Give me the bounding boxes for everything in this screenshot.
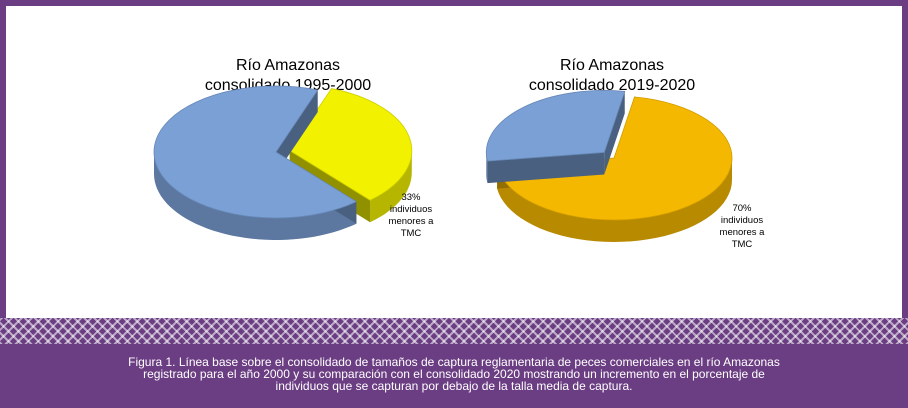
caption-area [0,344,908,408]
pie-slice-face [604,91,625,175]
pie-slice-top [289,88,413,201]
pie-slice-face [487,152,605,184]
data-label-1995: 33% individuos menores a TMC [388,192,434,239]
pie-charts [153,85,733,242]
pie-slice-side [370,150,412,223]
pie-slice-top [485,90,626,162]
pie-slice-side [497,158,732,242]
pie-slice-side [154,152,357,240]
pie-slice-face [276,89,318,174]
figure-caption: Figura 1. Línea base sobre el consolidad… [128,355,780,393]
pie-slice-1-1 [485,90,626,184]
decorative-pattern-band [0,318,908,344]
pie-slice-top [153,85,358,219]
data-label-2019: 70% individuos menores a TMC [719,203,765,250]
chart-title-2019: Río Amazonas consolidado 2019-2020 [528,57,696,94]
pie-slice-top [496,96,733,221]
pie-slice-0-1 [153,85,358,240]
